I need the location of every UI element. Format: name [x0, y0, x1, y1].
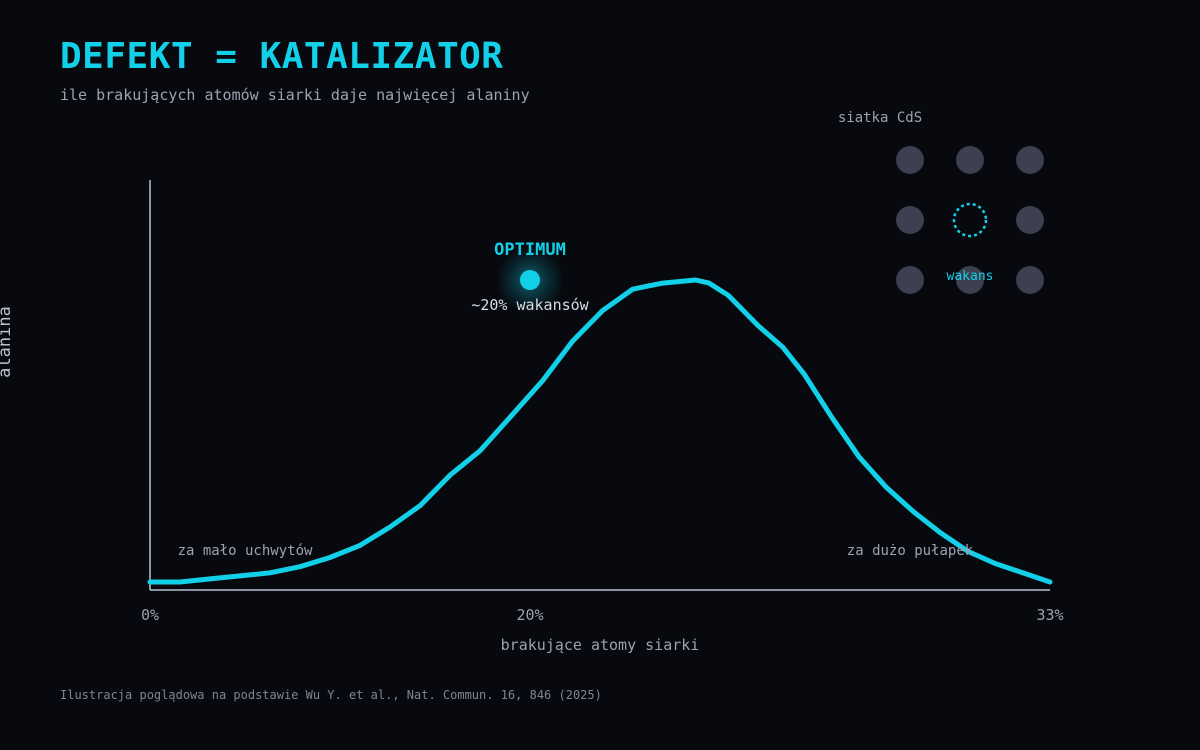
peak-label: OPTIMUM [494, 240, 566, 260]
lattice-vacancy [952, 202, 988, 238]
x-tick-label: 20% [516, 606, 543, 624]
alanine-yield-curve [147, 277, 1053, 585]
lattice-atom [956, 266, 984, 294]
lattice-atom [896, 146, 924, 174]
y-axis-label: alanina [0, 306, 15, 378]
x-tick-label: 0% [141, 606, 159, 624]
x-axis-label: brakujące atomy siarki [501, 636, 700, 654]
peak-sublabel: ~20% wakansów [471, 296, 589, 314]
lattice-atom [1016, 146, 1044, 174]
annotation-too-few: za mało uchwytów [178, 543, 313, 559]
lattice-atom [1016, 266, 1044, 294]
source-footnote: Ilustracja poglądowa na podstawie Wu Y. … [60, 688, 602, 702]
lattice-title: siatka CdS [838, 110, 922, 126]
lattice-atom [896, 266, 924, 294]
lattice-atom [956, 146, 984, 174]
page-title: DEFEKT = KATALIZATOR [60, 36, 504, 77]
x-tick-label: 33% [1036, 606, 1063, 624]
lattice-atom [896, 206, 924, 234]
vacancy-label: wakans [947, 269, 994, 284]
peak-marker [520, 270, 540, 290]
lattice-atom [1016, 206, 1044, 234]
lattice-inset: siatka CdS wakans [838, 110, 1044, 294]
annotation-too-many: za dużo pułapek [847, 543, 974, 559]
page-subtitle: ile brakujących atomów siarki daje najwi… [60, 86, 530, 104]
